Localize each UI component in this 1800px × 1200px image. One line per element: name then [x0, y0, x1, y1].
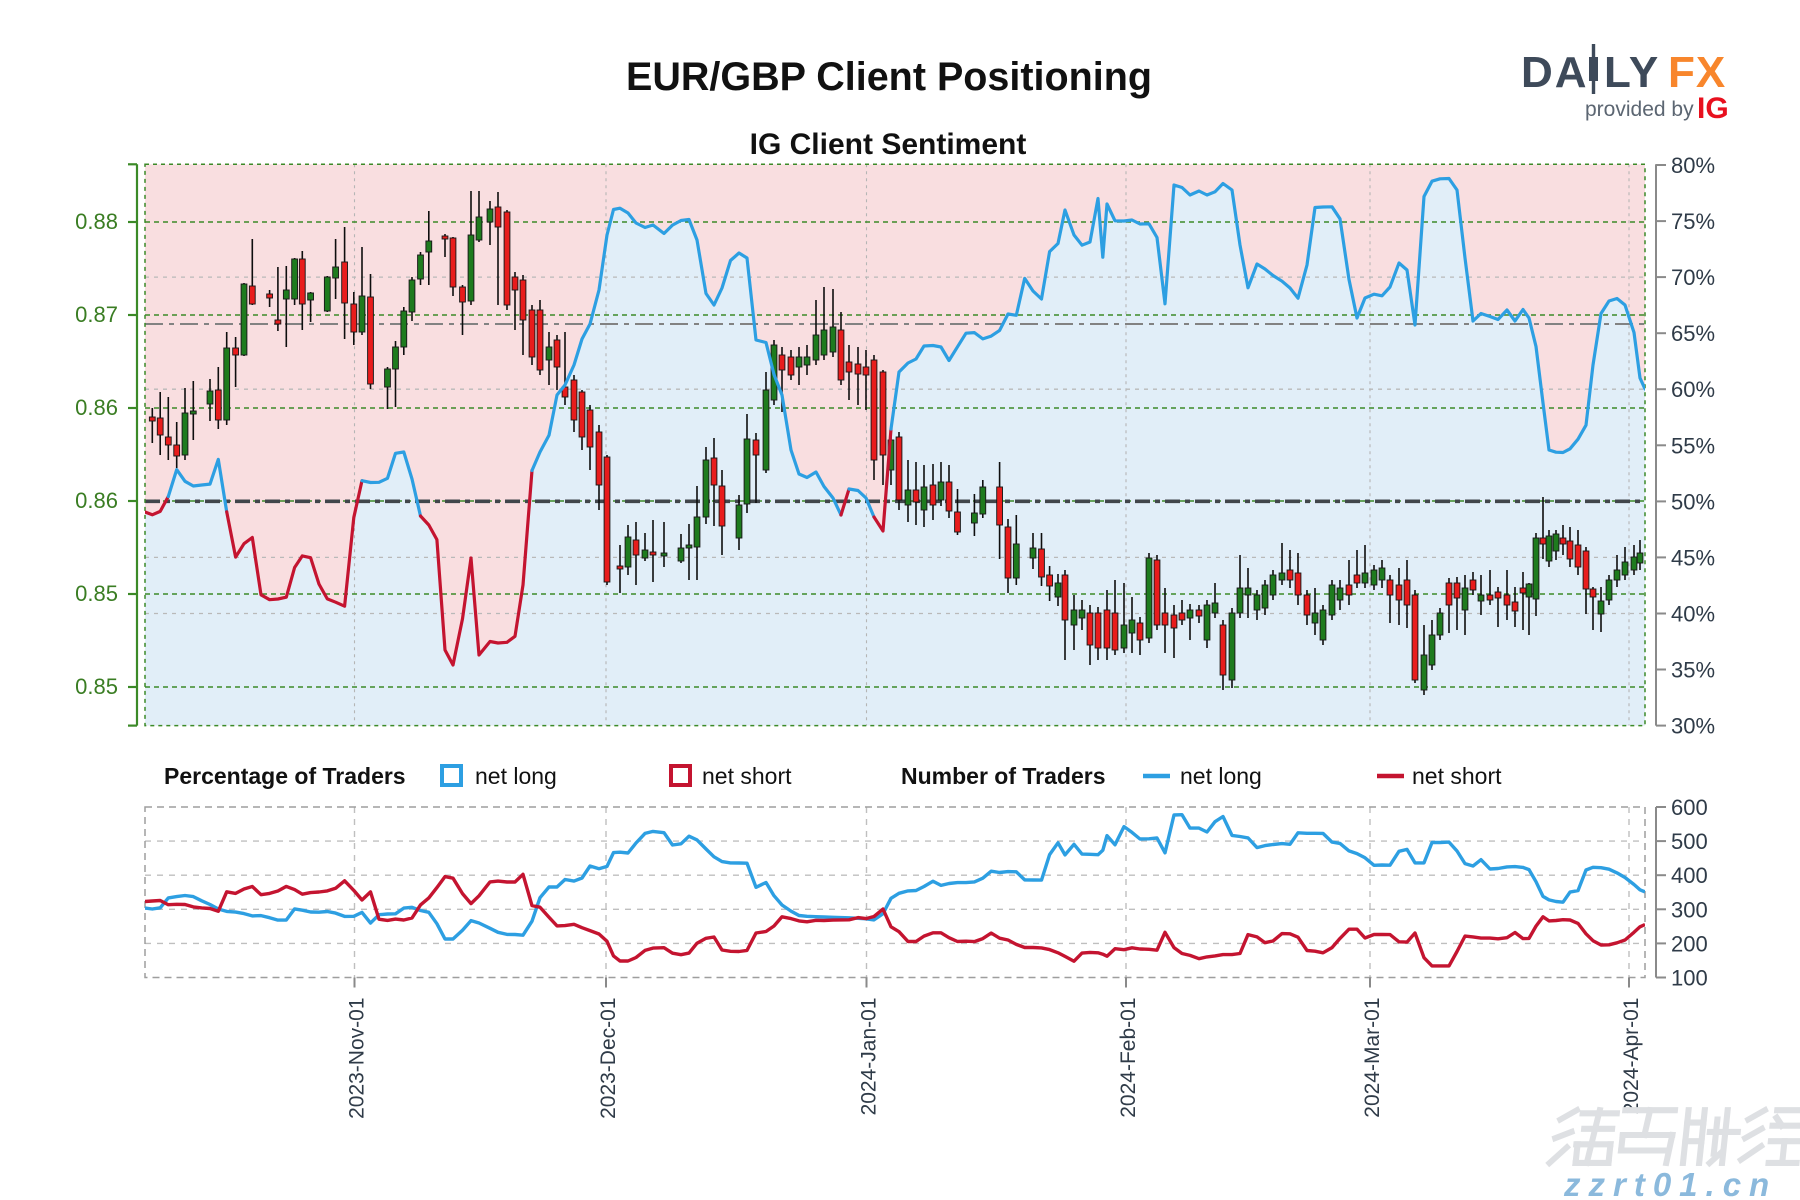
svg-text:net short: net short — [1412, 763, 1502, 789]
svg-text:IG: IG — [1697, 92, 1729, 125]
svg-text:100: 100 — [1671, 966, 1708, 991]
svg-text:40%: 40% — [1671, 602, 1715, 627]
svg-text:EUR/GBP Client Positioning: EUR/GBP Client Positioning — [626, 55, 1152, 99]
svg-text:2024-Jan-01: 2024-Jan-01 — [858, 998, 881, 1116]
svg-text:500: 500 — [1671, 829, 1708, 854]
svg-text:80%: 80% — [1671, 153, 1715, 178]
svg-text:LY: LY — [1604, 48, 1660, 97]
svg-text:65%: 65% — [1671, 321, 1715, 346]
svg-text:0.85: 0.85 — [75, 581, 118, 606]
svg-text:DA: DA — [1521, 48, 1589, 97]
svg-text:net long: net long — [1180, 763, 1262, 789]
svg-text:net long: net long — [475, 763, 557, 789]
svg-text:0.86: 0.86 — [75, 488, 118, 513]
svg-text:2024-Apr-01: 2024-Apr-01 — [1620, 998, 1643, 1115]
svg-text:300: 300 — [1671, 897, 1708, 922]
svg-text:FX: FX — [1668, 48, 1726, 97]
svg-text:net short: net short — [702, 763, 792, 789]
svg-text:50%: 50% — [1671, 489, 1715, 514]
svg-text:2024-Mar-01: 2024-Mar-01 — [1361, 998, 1384, 1118]
svg-text:75%: 75% — [1671, 209, 1715, 234]
svg-text:60%: 60% — [1671, 377, 1715, 402]
svg-text:provided by: provided by — [1585, 98, 1694, 121]
svg-text:2023-Dec-01: 2023-Dec-01 — [597, 998, 620, 1119]
svg-text:30%: 30% — [1671, 714, 1715, 739]
svg-text:0.87: 0.87 — [75, 302, 118, 327]
svg-text:70%: 70% — [1671, 265, 1715, 290]
svg-text:0.85: 0.85 — [75, 674, 118, 699]
svg-text:0.88: 0.88 — [75, 209, 118, 234]
svg-text:zzrt01.cn: zzrt01.cn — [1563, 1166, 1777, 1200]
svg-text:Percentage of Traders: Percentage of Traders — [164, 763, 406, 789]
svg-text:35%: 35% — [1671, 658, 1715, 683]
svg-text:55%: 55% — [1671, 433, 1715, 458]
svg-text:2024-Feb-01: 2024-Feb-01 — [1117, 998, 1140, 1118]
svg-text:0.86: 0.86 — [75, 395, 118, 420]
svg-text:Number of Traders: Number of Traders — [901, 763, 1106, 789]
svg-text:400: 400 — [1671, 863, 1708, 888]
svg-text:IG Client Sentiment: IG Client Sentiment — [750, 128, 1027, 161]
svg-text:45%: 45% — [1671, 545, 1715, 570]
svg-text:600: 600 — [1671, 795, 1708, 820]
svg-text:200: 200 — [1671, 931, 1708, 956]
svg-text:2023-Nov-01: 2023-Nov-01 — [346, 998, 369, 1119]
